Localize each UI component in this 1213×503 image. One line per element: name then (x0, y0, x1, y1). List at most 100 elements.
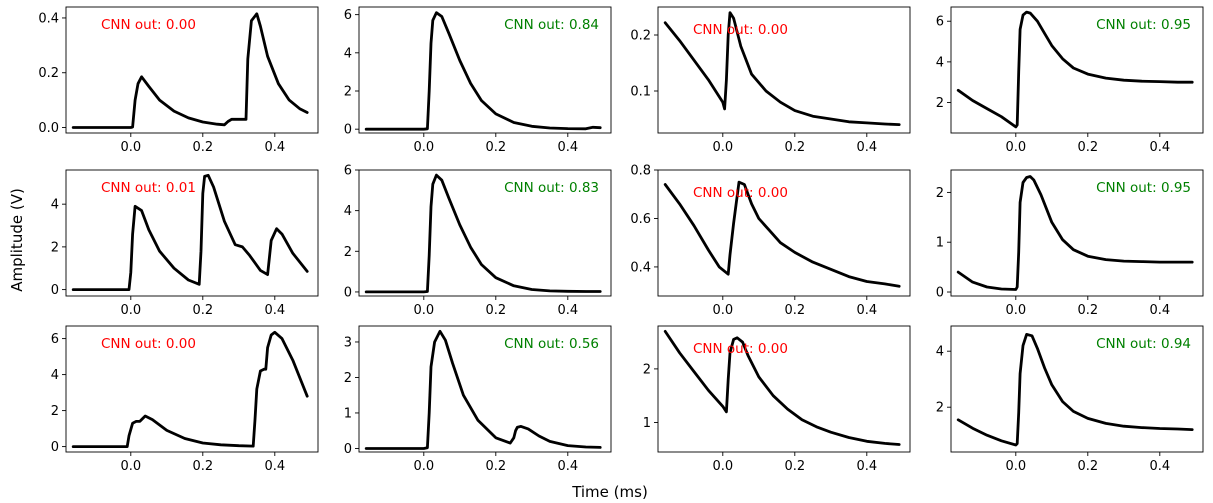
plot-frame (950, 169, 1204, 297)
y-tick-label: 0 (344, 442, 352, 457)
x-tick-label: 0.0 (120, 303, 141, 318)
y-tick-label: 0.1 (630, 85, 651, 100)
y-tick-label: 4 (51, 368, 59, 383)
y-tick-label: 0 (51, 440, 59, 455)
cnn-output-label: CNN out: 0.01 (101, 180, 196, 196)
y-tick-label: 0.6 (630, 212, 651, 227)
signal-trace (663, 11, 901, 126)
cnn-output-label: CNN out: 0.95 (1096, 180, 1191, 196)
x-tick-label: 0.4 (264, 459, 285, 474)
plot-frame (358, 6, 612, 134)
x-tick-label: 0.2 (485, 459, 506, 474)
x-tick-label: 0.4 (264, 303, 285, 318)
y-tick-label: 4 (344, 46, 352, 61)
signal-trace (71, 173, 309, 292)
y-tick-label: 3 (344, 335, 352, 350)
signal-trace (956, 175, 1194, 291)
cnn-output-label: CNN out: 0.00 (101, 336, 196, 352)
plot-frame (65, 325, 319, 453)
plot-frame (657, 325, 911, 453)
subplot-10: 0.0 0.2 0.4 0 1 2 3 CNN out: 0.56 (344, 325, 612, 474)
plot-frame (950, 6, 1204, 134)
signal-trace (71, 330, 309, 449)
x-tick-label: 0.2 (485, 140, 506, 155)
x-tick-label: 0.2 (192, 459, 213, 474)
y-tick-label: 0 (51, 283, 59, 298)
signal-trace (364, 329, 602, 450)
y-tick-label: 6 (936, 15, 944, 30)
signal-trace (663, 180, 901, 288)
y-tick-label: 2 (51, 404, 59, 419)
plot-frame (950, 325, 1204, 453)
x-tick-label: 0.2 (784, 303, 805, 318)
x-tick-label: 0.0 (120, 140, 141, 155)
y-tick-label: 0.4 (630, 260, 651, 275)
x-tick-label: 0.0 (1005, 459, 1026, 474)
y-tick-label: 1 (643, 416, 651, 431)
y-tick-label: 2 (51, 240, 59, 255)
y-tick-label: 2 (936, 186, 944, 201)
y-tick-label: 6 (344, 164, 352, 179)
cnn-output-label: CNN out: 0.00 (693, 22, 788, 38)
x-tick-label: 0.0 (712, 303, 733, 318)
y-tick-label: 4 (344, 204, 352, 219)
subplot-4: 0.0 0.2 0.4 2 4 6 CNN out: 0.95 (936, 6, 1204, 155)
y-tick-label: 0.8 (630, 164, 651, 179)
subplot-2: 0.0 0.2 0.4 0 2 4 6 CNN out: 0.84 (344, 6, 612, 155)
x-tick-label: 0.2 (784, 459, 805, 474)
y-tick-label: 0 (344, 285, 352, 300)
x-tick-label: 0.4 (856, 140, 877, 155)
signal-trace (663, 329, 901, 446)
y-tick-label: 1 (344, 406, 352, 421)
x-tick-label: 0.2 (1077, 303, 1098, 318)
y-tick-label: 1 (936, 236, 944, 251)
plot-frame (657, 6, 911, 134)
x-tick-label: 0.4 (1149, 140, 1170, 155)
x-tick-label: 0.4 (1149, 303, 1170, 318)
signal-trace (364, 11, 602, 131)
y-tick-label: 4 (936, 345, 944, 360)
cnn-output-label: CNN out: 0.84 (504, 17, 599, 33)
plot-frame (358, 169, 612, 297)
y-tick-label: 2 (344, 245, 352, 260)
subplot-8: 0.0 0.2 0.4 0 1 2 CNN out: 0.95 (936, 169, 1204, 318)
y-tick-label: 4 (51, 198, 59, 213)
subplot-5: 0.0 0.2 0.4 0 2 4 CNN out: 0.01 (51, 169, 319, 318)
x-tick-label: 0.0 (1005, 140, 1026, 155)
cnn-output-label: CNN out: 0.00 (101, 17, 196, 33)
subplot-6: 0.0 0.2 0.4 0 2 4 6 CNN out: 0.83 (344, 164, 612, 318)
x-tick-label: 0.2 (192, 140, 213, 155)
x-tick-label: 0.4 (557, 459, 578, 474)
y-tick-label: 0.2 (38, 66, 59, 81)
x-tick-label: 0.4 (264, 140, 285, 155)
x-tick-label: 0.0 (413, 303, 434, 318)
cnn-output-label: CNN out: 0.94 (1096, 336, 1191, 352)
y-tick-label: 2 (344, 85, 352, 100)
signal-trace (956, 332, 1194, 447)
x-tick-label: 0.4 (856, 303, 877, 318)
subplot-1: 0.0 0.2 0.4 0.0 0.2 0.4 CNN out: 0.00 (38, 6, 319, 155)
y-tick-label: 4 (936, 55, 944, 70)
cnn-output-label: CNN out: 0.00 (693, 341, 788, 357)
x-tick-label: 0.2 (485, 303, 506, 318)
subplot-9: 0.0 0.2 0.4 0 2 4 6 CNN out: 0.00 (51, 325, 319, 474)
x-tick-label: 0.4 (1149, 459, 1170, 474)
subplot-3: 0.0 0.2 0.4 0.1 0.2 CNN out: 0.00 (630, 6, 911, 155)
y-tick-label: 2 (344, 371, 352, 386)
cnn-output-label: CNN out: 0.83 (504, 180, 599, 196)
x-tick-label: 0.2 (192, 303, 213, 318)
signal-trace (364, 173, 602, 294)
cnn-output-label: CNN out: 0.95 (1096, 17, 1191, 33)
y-tick-label: 6 (344, 8, 352, 23)
y-tick-label: 2 (643, 362, 651, 377)
x-tick-label: 0.4 (557, 140, 578, 155)
plot-frame (65, 6, 319, 134)
x-tick-label: 0.0 (1005, 303, 1026, 318)
cnn-output-label: CNN out: 0.56 (504, 336, 599, 352)
x-tick-label: 0.0 (712, 140, 733, 155)
plot-frame (657, 169, 911, 297)
subplot-12: 0.0 0.2 0.4 2 4 CNN out: 0.94 (936, 325, 1204, 474)
subplot-11: 0.0 0.2 0.4 1 2 CNN out: 0.00 (643, 325, 911, 474)
x-tick-label: 0.0 (120, 459, 141, 474)
